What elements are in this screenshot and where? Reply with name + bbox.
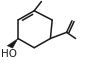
Polygon shape: [7, 38, 18, 48]
Text: HO: HO: [1, 49, 17, 59]
